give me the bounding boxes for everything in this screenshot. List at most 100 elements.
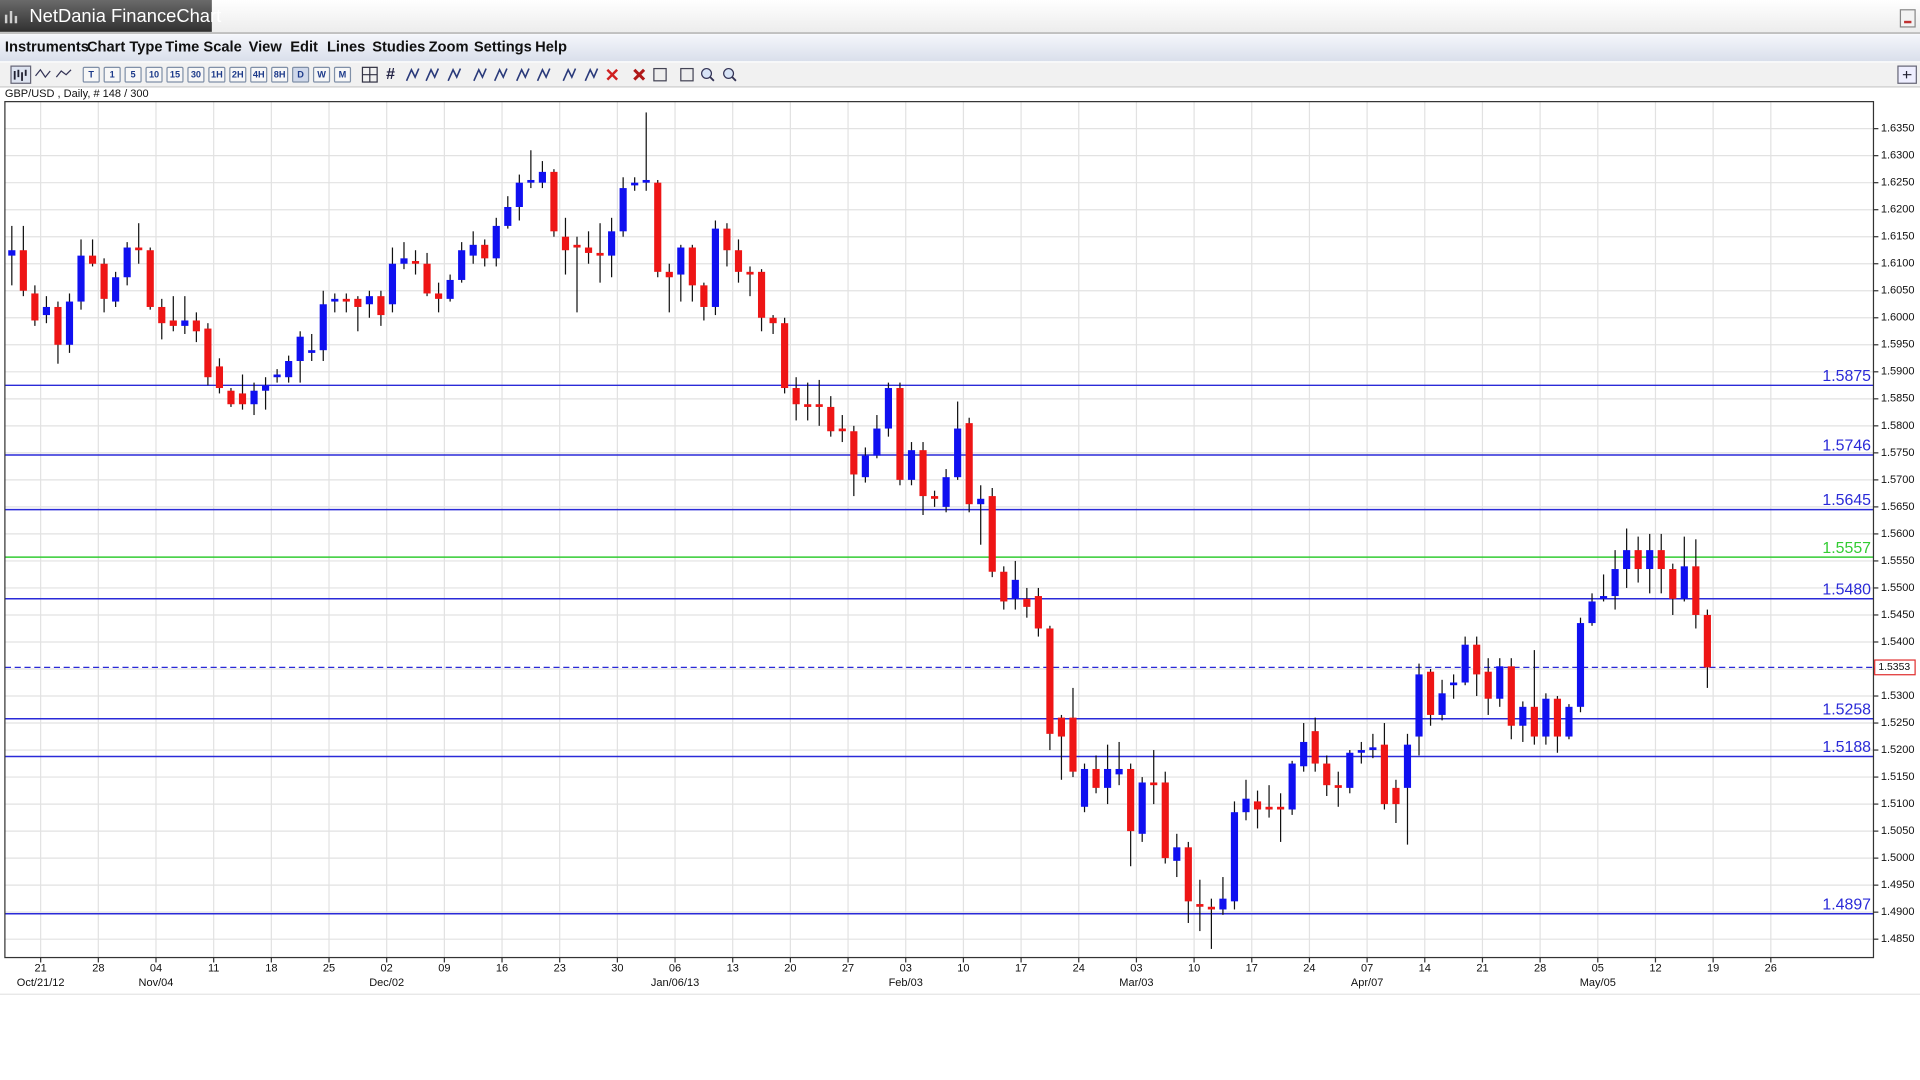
tool-button[interactable] <box>584 67 599 82</box>
candle-body <box>561 236 570 251</box>
candle-body <box>734 250 743 272</box>
tool-button[interactable] <box>633 68 646 81</box>
candle-body <box>192 320 200 332</box>
tool-button[interactable]: # <box>386 66 395 83</box>
menu-item[interactable]: Time Scale <box>165 40 241 56</box>
tool-icons: # <box>361 66 737 83</box>
candle-body <box>781 323 789 389</box>
plot-area <box>4 101 1874 958</box>
timeframe-label[interactable]: D <box>297 70 304 80</box>
timeframe-button[interactable] <box>333 66 352 83</box>
timeframe-button[interactable] <box>145 66 163 83</box>
timeframe-button[interactable] <box>166 66 184 83</box>
y-tick-label: 1.6350 <box>1881 123 1915 135</box>
timeframe-button[interactable] <box>229 66 247 83</box>
instrument-label: GBP/USD , Daily, # 148 / 300 <box>5 88 149 100</box>
y-tick-label: 1.6100 <box>1881 258 1915 270</box>
timeframe-button[interactable] <box>271 66 289 83</box>
candle-body <box>1646 550 1654 570</box>
menu-item[interactable]: Instruments <box>5 40 89 56</box>
level-label: 1.4897 <box>1822 896 1871 913</box>
candle-body <box>1127 768 1135 832</box>
tool-button[interactable] <box>701 67 715 82</box>
y-tick-label: 1.5000 <box>1881 852 1915 864</box>
timeframe-label[interactable]: T <box>88 70 94 80</box>
timeframe-label[interactable]: W <box>317 70 326 80</box>
icon-drawing-tool <box>493 67 508 82</box>
tool-button[interactable] <box>405 67 420 82</box>
candle-body <box>365 296 373 305</box>
last-price-box <box>1874 659 1916 676</box>
y-tick-label: 1.6000 <box>1881 312 1915 324</box>
tool-button[interactable] <box>680 67 694 82</box>
icon-bars[interactable] <box>35 68 51 79</box>
timeframe-button[interactable] <box>208 66 226 83</box>
timeframe-button[interactable] <box>292 66 310 83</box>
x-tick-label: 02 <box>381 962 393 974</box>
menu-item[interactable]: Chart Type <box>87 40 163 56</box>
candle-body <box>1023 598 1031 607</box>
tool-button[interactable] <box>516 67 530 82</box>
candle-body <box>1069 717 1077 772</box>
menu-item[interactable]: Help <box>535 40 567 56</box>
menu-item[interactable]: Edit <box>290 40 318 56</box>
tool-button[interactable] <box>653 67 667 82</box>
candle-body <box>204 328 212 378</box>
candle-body <box>1576 623 1585 707</box>
timeframe-label[interactable]: 1H <box>211 70 223 80</box>
timeframe-label[interactable]: 8H <box>274 70 286 80</box>
candle-body <box>250 390 258 405</box>
candle-body <box>1611 569 1619 597</box>
level-label: 1.5188 <box>1822 739 1871 756</box>
timeframe-button[interactable] <box>124 66 142 83</box>
candle-body <box>850 431 858 475</box>
candle-body <box>1426 671 1435 715</box>
timeframe-button[interactable] <box>250 66 268 83</box>
timeframe-button[interactable] <box>103 66 121 83</box>
tool-button[interactable] <box>606 68 619 81</box>
candle-body <box>1357 750 1365 753</box>
tool-button[interactable] <box>562 67 577 82</box>
menu-item[interactable]: Zoom <box>429 40 469 56</box>
timeframe-button[interactable] <box>312 66 331 83</box>
y-tick-label: 1.5150 <box>1881 771 1915 783</box>
x-tick-label: 27 <box>842 962 854 974</box>
timeframe-label[interactable]: 1 <box>110 70 115 80</box>
tool-button[interactable] <box>493 67 508 82</box>
app-badge <box>0 0 212 32</box>
tool-button[interactable] <box>425 67 440 82</box>
tool-button[interactable] <box>473 67 487 82</box>
timeframe-label[interactable]: 2H <box>232 70 244 80</box>
tool-button[interactable] <box>361 66 378 83</box>
x-tick-label: 30 <box>611 962 623 974</box>
tool-button[interactable] <box>536 67 551 82</box>
timeframe-button[interactable] <box>187 66 205 83</box>
y-tick-label: 1.4950 <box>1881 879 1915 891</box>
side-button[interactable] <box>1897 65 1917 84</box>
x-tick-label: 10 <box>957 962 969 974</box>
timeframe-button[interactable] <box>82 66 100 83</box>
candle-body <box>354 298 362 307</box>
candle-body <box>804 404 812 407</box>
timeframe-label[interactable]: 15 <box>170 70 180 80</box>
level-label: 1.5746 <box>1822 438 1871 455</box>
timeframe-label[interactable]: 10 <box>149 70 159 80</box>
menu-item[interactable]: View <box>249 40 283 56</box>
candle-body <box>1219 898 1227 910</box>
x-tick-label: 18 <box>265 962 277 974</box>
window-icon[interactable] <box>1899 9 1916 28</box>
tool-button[interactable] <box>723 67 737 82</box>
timeframe-label[interactable]: M <box>339 70 347 80</box>
candle-body <box>238 393 247 405</box>
tool-button[interactable] <box>447 67 462 82</box>
timeframe-label[interactable]: 30 <box>191 70 201 80</box>
x-tick-label: 24 <box>1073 962 1085 974</box>
menu-item[interactable]: Lines <box>327 40 365 56</box>
timeframe-label[interactable]: 4H <box>253 70 265 80</box>
timeframe-label[interactable]: 5 <box>131 70 136 80</box>
icon-line[interactable] <box>55 69 72 78</box>
candle-body <box>1150 782 1158 786</box>
menu-item[interactable]: Settings <box>474 40 532 56</box>
menu-item[interactable]: Studies <box>372 40 425 56</box>
candle-body <box>977 498 985 505</box>
